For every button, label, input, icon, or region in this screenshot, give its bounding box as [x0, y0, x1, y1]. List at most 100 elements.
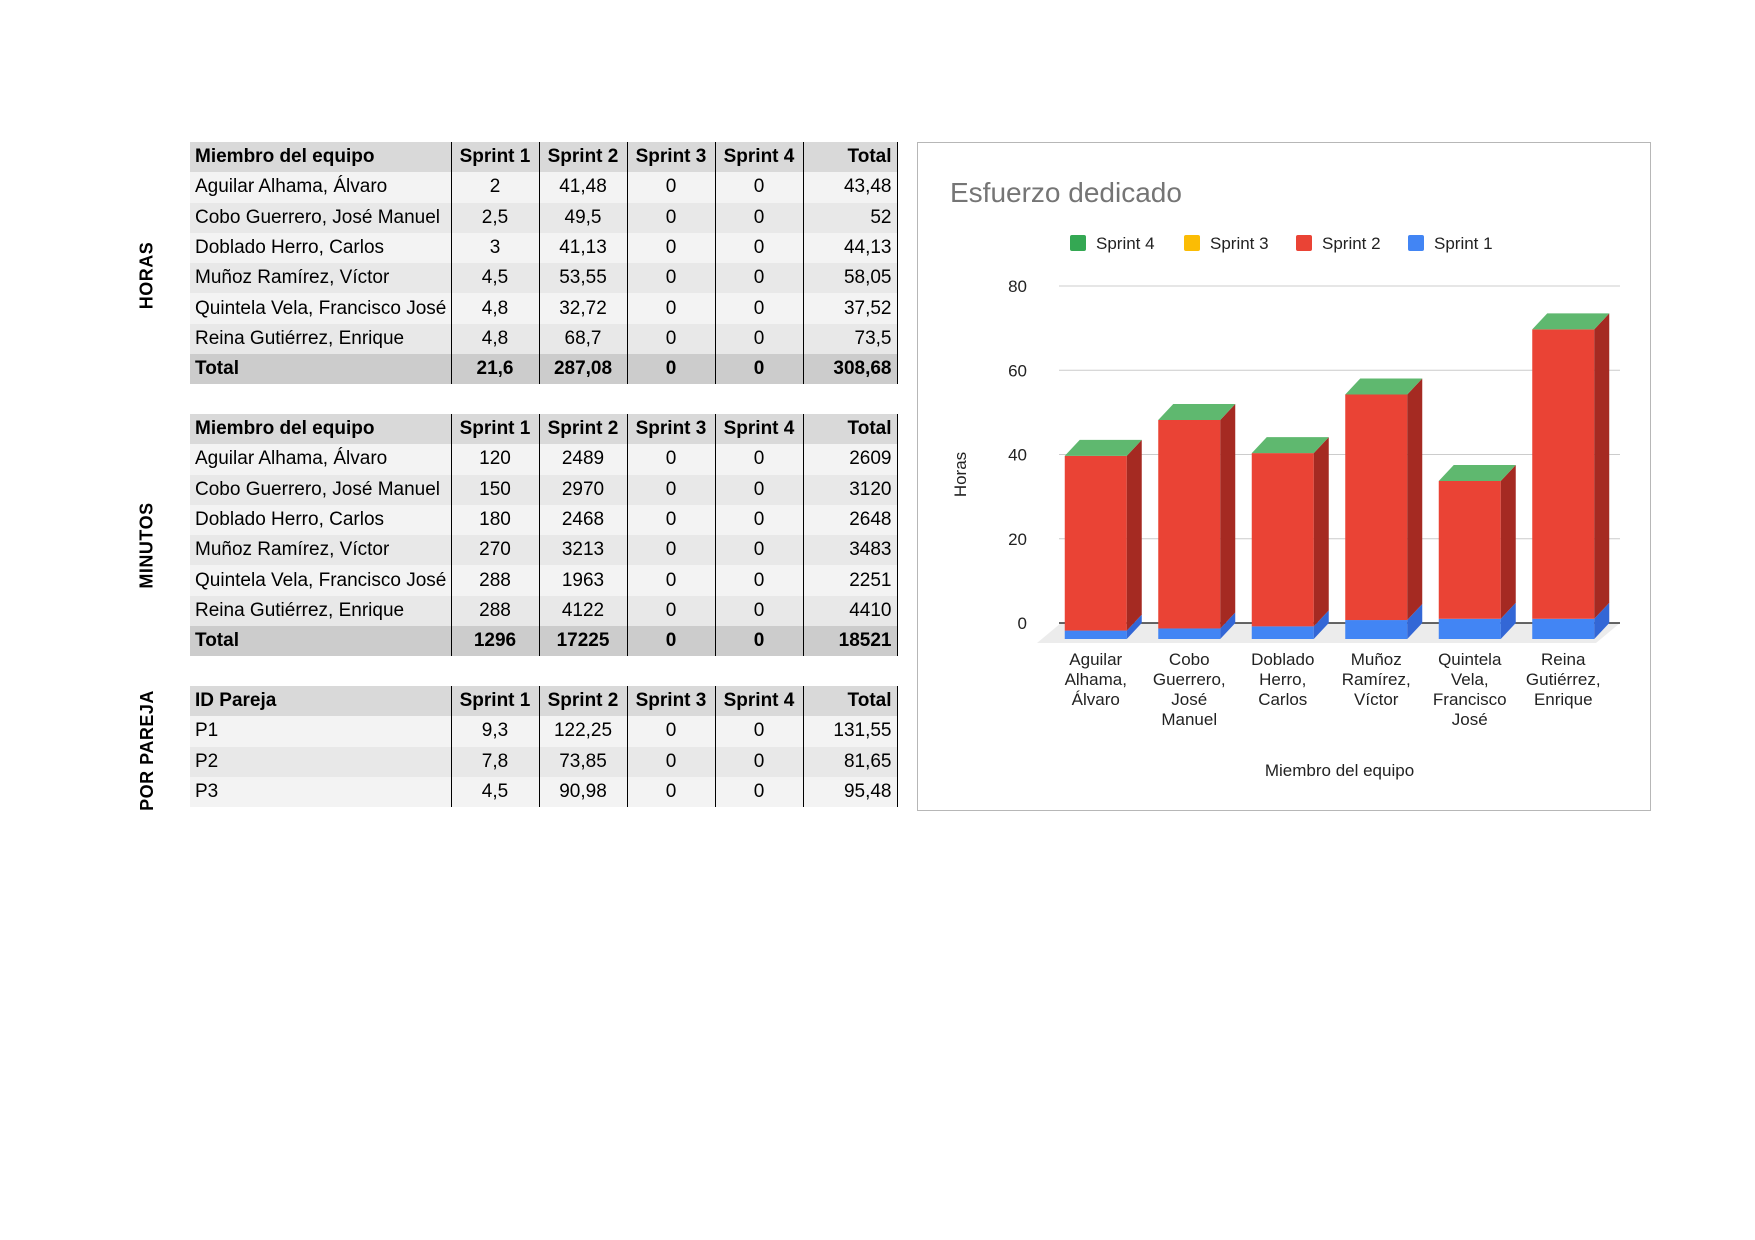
bar-sprint-2 — [1064, 455, 1127, 631]
x-tick-label: Gutiérrez, — [1526, 670, 1601, 689]
bar-top-cap — [1345, 378, 1423, 395]
value-cell: 0 — [626, 202, 715, 233]
bar-top-cap — [1064, 439, 1142, 456]
value-cell: 2 — [450, 172, 539, 203]
table-header-row: Miembro del equipo Sprint 1 Sprint 2 Sprint… — [190, 414, 898, 445]
totals-value-cell: 1296 — [450, 626, 539, 657]
value-cell: 0 — [714, 232, 803, 264]
x-tick-label: Reina — [1541, 650, 1586, 669]
totals-value-cell: 0 — [626, 626, 715, 657]
bar-side-sprint-1 — [1313, 610, 1329, 639]
column-header: Total — [802, 686, 898, 717]
bar-sprint-1 — [1438, 618, 1501, 639]
totals-label-cell: Total — [190, 354, 451, 385]
x-tick-label: Manuel — [1161, 710, 1217, 729]
x-tick-label: Carlos — [1258, 690, 1307, 709]
x-tick-label: Alhama, — [1065, 670, 1127, 689]
row-label-cell: Quintela Vela, Francisco José — [190, 565, 451, 596]
column-header: Sprint 2 — [538, 686, 627, 717]
x-tick-label: Doblado — [1251, 650, 1314, 669]
x-tick-label: Álvaro — [1072, 690, 1120, 709]
row-label-cell: P2 — [190, 746, 451, 777]
value-cell: 0 — [714, 565, 803, 596]
bar-side-sprint-1 — [1126, 614, 1142, 639]
x-tick-label: Enrique — [1534, 690, 1593, 709]
side-label-horas: HORAS — [136, 241, 157, 309]
x-tick-label: Vela, — [1451, 670, 1489, 689]
minutes-table: Miembro del equipo Sprint 1 Sprint 2 Sprint… — [190, 414, 898, 657]
column-header: ID Pareja — [190, 686, 451, 717]
value-cell: 73,5 — [802, 323, 898, 355]
legend-swatch — [1184, 235, 1200, 251]
value-cell: 1963 — [538, 565, 627, 596]
value-cell: 0 — [714, 293, 803, 324]
bar-sprint-2 — [1532, 329, 1595, 619]
table-header-row: Miembro del equipo Sprint 1 Sprint 2 Sprint… — [190, 142, 898, 173]
value-cell: 4,5 — [450, 776, 539, 808]
y-axis-title: Horas — [951, 452, 970, 497]
totals-value-cell: 308,68 — [802, 354, 898, 385]
value-cell: 0 — [714, 776, 803, 808]
value-cell: 3 — [450, 232, 539, 264]
bar-side-sprint-1 — [1594, 602, 1610, 639]
row-label-cell: Cobo Guerrero, José Manuel — [190, 202, 451, 233]
value-cell: 4410 — [802, 595, 898, 627]
table-row: Aguilar Alhama, Álvaro 120 2489 0 0 2609 — [190, 444, 898, 475]
value-cell: 150 — [450, 474, 539, 505]
table-row: P2 7,8 73,85 0 0 81,65 — [190, 746, 898, 777]
table-row: Cobo Guerrero, José Manuel 2,5 49,5 0 0 52 — [190, 202, 898, 233]
x-tick-label: Víctor — [1354, 690, 1399, 709]
value-cell: 9,3 — [450, 716, 539, 747]
column-header: Sprint 2 — [538, 142, 627, 173]
bar-side-sprint-2 — [1500, 464, 1516, 619]
row-label-cell: Muñoz Ramírez, Víctor — [190, 535, 451, 566]
bar-side-sprint-2 — [1126, 439, 1142, 631]
bar-side-sprint-2 — [1313, 437, 1329, 627]
table-row: Muñoz Ramírez, Víctor 270 3213 0 0 3483 — [190, 535, 898, 566]
x-tick-label: Muñoz — [1351, 650, 1402, 669]
value-cell: 52 — [802, 202, 898, 233]
table-row: Muñoz Ramírez, Víctor 4,5 53,55 0 0 58,05 — [190, 263, 898, 294]
value-cell: 2251 — [802, 565, 898, 596]
table-row: Quintela Vela, Francisco José 4,8 32,72 0 0 3… — [190, 293, 898, 324]
value-cell: 0 — [626, 232, 715, 264]
column-header: Sprint 1 — [450, 142, 539, 173]
totals-value-cell: 18521 — [802, 626, 898, 657]
legend-swatch — [1070, 235, 1086, 251]
bar-top-cap — [1251, 437, 1329, 454]
stacked-bar-chart: 020406080HorasAguilarAlhama,ÁlvaroCoboGu… — [951, 234, 1620, 780]
value-cell: 180 — [450, 504, 539, 536]
value-cell: 41,48 — [538, 172, 627, 203]
legend-label: Sprint 1 — [1434, 234, 1493, 253]
row-label-cell: P1 — [190, 716, 451, 747]
bar-sprint-1 — [1064, 630, 1127, 639]
x-tick-label: Ramírez, — [1342, 670, 1411, 689]
totals-row: Total 1296 17225 0 0 18521 — [190, 626, 898, 657]
bar-sprint-1 — [1532, 618, 1595, 639]
value-cell: 73,85 — [538, 746, 627, 777]
legend-swatch — [1296, 235, 1312, 251]
value-cell: 0 — [714, 716, 803, 747]
side-label-minutos: MINUTOS — [136, 501, 157, 589]
x-tick-label: Aguilar — [1069, 650, 1122, 669]
value-cell: 120 — [450, 444, 539, 475]
row-label-cell: Cobo Guerrero, José Manuel — [190, 474, 451, 505]
value-cell: 0 — [626, 535, 715, 566]
column-header: Sprint 3 — [626, 142, 715, 173]
bar-top-cap — [1438, 464, 1516, 481]
value-cell: 2468 — [538, 504, 627, 536]
x-tick-label: Guerrero, — [1153, 670, 1226, 689]
bar-sprint-1 — [1345, 620, 1408, 639]
value-cell: 44,13 — [802, 232, 898, 264]
value-cell: 0 — [714, 202, 803, 233]
value-cell: 0 — [626, 746, 715, 777]
bar-sprint-1 — [1158, 628, 1221, 639]
row-label-cell: Aguilar Alhama, Álvaro — [190, 172, 451, 203]
bar-side-sprint-2 — [1220, 403, 1236, 629]
value-cell: 0 — [714, 172, 803, 203]
y-tick-label: 80 — [1008, 277, 1027, 296]
row-label-cell: Doblado Herro, Carlos — [190, 504, 451, 536]
value-cell: 0 — [626, 565, 715, 596]
column-header: Total — [802, 414, 898, 445]
column-header: Miembro del equipo — [190, 414, 451, 445]
